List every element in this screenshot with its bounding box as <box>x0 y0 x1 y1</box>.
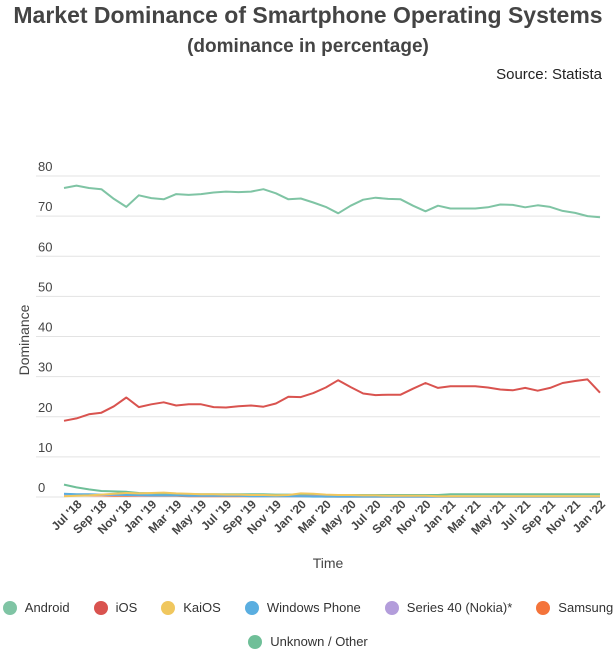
chart-source: Source: Statista <box>496 66 602 83</box>
legend-swatch <box>2 600 17 615</box>
legend-item[interactable]: Android <box>2 600 70 615</box>
chart-title: Market Dominance of Smartphone Operating… <box>13 2 603 28</box>
legend-label: Android <box>24 600 70 615</box>
legend-swatch <box>384 600 399 615</box>
legend-label: iOS <box>115 600 138 615</box>
legend-item[interactable]: Windows Phone <box>244 600 361 615</box>
legend-swatch <box>536 600 551 615</box>
y-tick-label: 10 <box>38 440 52 455</box>
chart-subtitle: (dominance in percentage) <box>187 36 429 57</box>
y-tick-label: 60 <box>38 239 52 254</box>
legend-label: Unknown / Other <box>270 634 368 649</box>
y-tick-label: 50 <box>38 279 52 294</box>
y-tick-label: 80 <box>38 159 52 174</box>
legend-item[interactable]: iOS <box>93 600 138 615</box>
legend-item[interactable]: Series 40 (Nokia)* <box>384 600 513 615</box>
legend-row-2: Unknown / Other <box>0 634 616 649</box>
series-line-ios <box>63 378 601 422</box>
legend-label: Series 40 (Nokia)* <box>406 600 513 615</box>
legend-swatch <box>161 600 176 615</box>
x-axis-title: Time <box>313 555 344 571</box>
legend-label: Windows Phone <box>266 600 361 615</box>
legend-row-1: Android iOS KaiOS Windows Phone Series 40 (N… <box>0 600 616 615</box>
legend-swatch <box>93 600 108 615</box>
legend-label: Samsung <box>558 600 614 615</box>
y-tick-label: 30 <box>38 360 52 375</box>
y-tick-label: 40 <box>38 320 52 335</box>
legend-label: KaiOS <box>183 600 221 615</box>
y-tick-label: 20 <box>38 400 52 415</box>
legend-item[interactable]: KaiOS <box>161 600 221 615</box>
legend-item[interactable]: Samsung <box>536 600 613 615</box>
series-line-android <box>63 184 601 219</box>
y-axis-title: Dominance <box>16 304 32 375</box>
legend-swatch <box>244 600 259 615</box>
legend-swatch <box>248 634 263 649</box>
y-tick-label: 0 <box>38 480 45 495</box>
y-tick-label: 70 <box>38 199 52 214</box>
series-line-kaios <box>63 491 600 498</box>
legend-item[interactable]: Unknown / Other <box>248 634 368 649</box>
